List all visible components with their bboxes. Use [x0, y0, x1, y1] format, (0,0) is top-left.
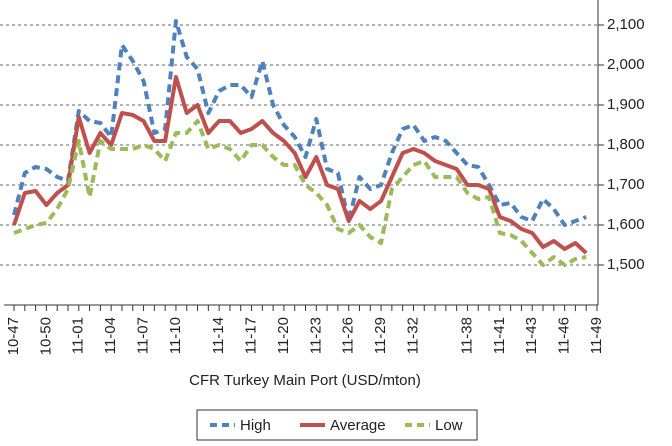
- y-tick-label: 1,600: [607, 216, 645, 233]
- y-tick-label: 2,100: [607, 16, 645, 33]
- x-tick-label: 11-07: [135, 317, 152, 354]
- series-line: [13, 119, 587, 267]
- x-tick-label: 11-26: [340, 317, 357, 354]
- x-tick-label: 11-01: [70, 317, 87, 354]
- x-tick-label: 11-32: [404, 317, 421, 354]
- series-line: [12, 19, 587, 227]
- x-tick-label: 11-17: [242, 317, 259, 354]
- x-tick-label: 11-29: [372, 317, 389, 354]
- legend-label: Average: [330, 417, 386, 434]
- y-tick-label: 1,500: [607, 256, 645, 273]
- x-axis-title: CFR Turkey Main Port (USD/mton): [189, 372, 421, 389]
- x-tick-label: 10-47: [5, 317, 22, 355]
- x-tick-label: 11-23: [307, 317, 324, 354]
- x-tick-label: 11-10: [167, 317, 184, 354]
- x-tick-label: 11-49: [588, 317, 605, 354]
- y-tick-label: 2,000: [607, 56, 645, 73]
- x-tick-label: 10-50: [37, 317, 54, 355]
- x-tick-label: 11-41: [491, 317, 508, 354]
- legend-label: High: [240, 417, 271, 434]
- x-tick-label: 11-14: [210, 317, 227, 354]
- x-tick-label: 11-04: [102, 317, 119, 354]
- y-tick-label: 1,900: [607, 96, 645, 113]
- legend-box: [196, 409, 478, 441]
- y-tick-label: 1,700: [607, 176, 645, 193]
- x-tick-label: 11-46: [556, 317, 573, 354]
- x-tick-label: 11-20: [275, 317, 292, 354]
- x-tick-label: 11-38: [458, 317, 475, 354]
- x-tick-label: 11-43: [523, 317, 540, 354]
- y-tick-label: 1,800: [607, 136, 645, 153]
- legend-label: Low: [435, 417, 463, 434]
- series-line: [12, 75, 588, 255]
